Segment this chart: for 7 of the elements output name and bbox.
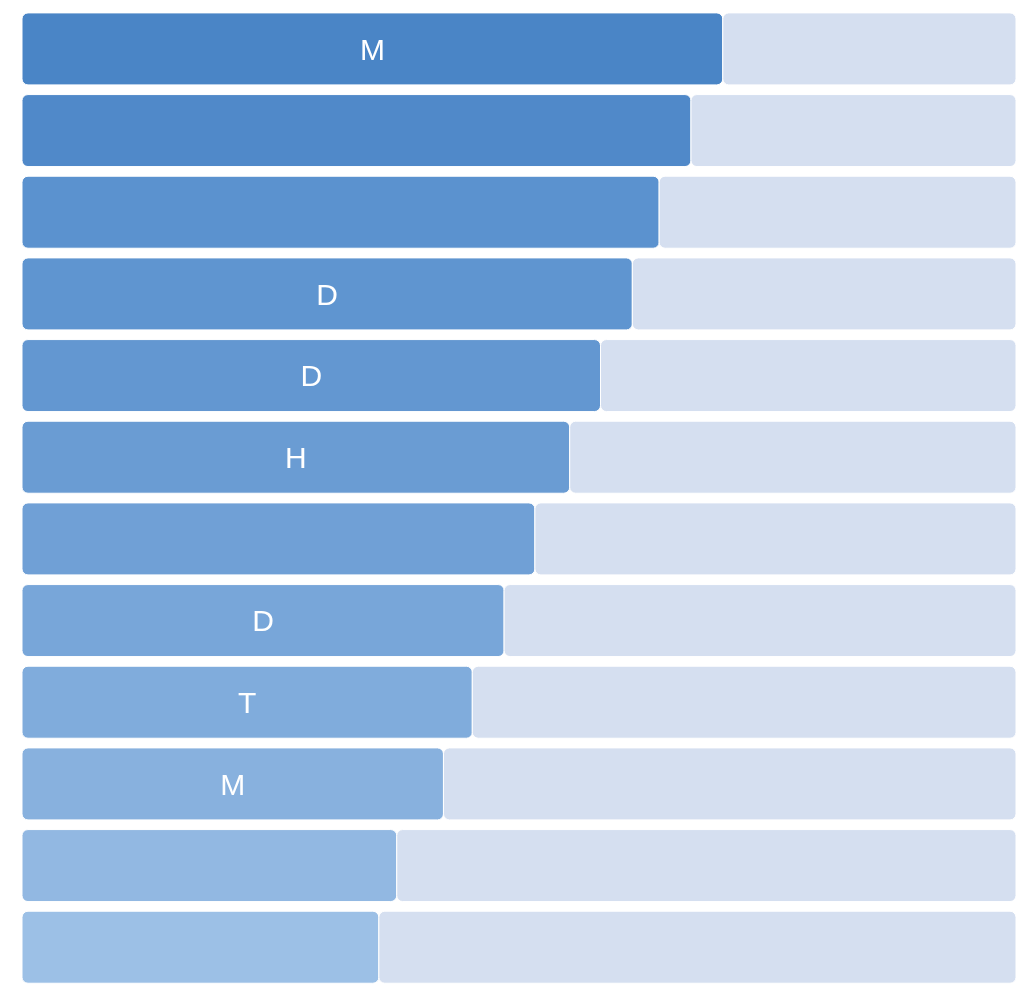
y-tick-label: D — [316, 277, 338, 311]
y-tick-label: T — [237, 685, 257, 719]
y-tick-label: H — [285, 440, 307, 474]
y-tick-label: M — [359, 32, 385, 66]
y-tick-label: M — [220, 767, 246, 801]
y-tick-label: D — [252, 604, 274, 638]
y-tick-label: D — [300, 359, 323, 393]
